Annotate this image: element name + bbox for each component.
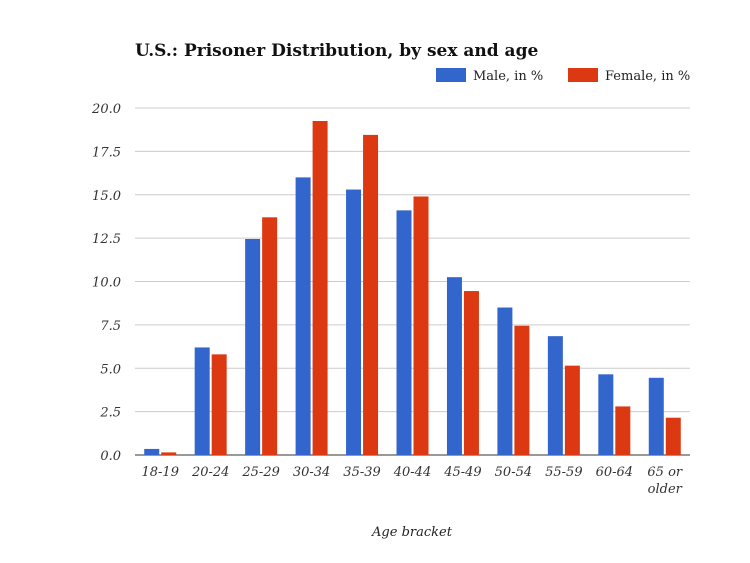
bar-male xyxy=(497,307,513,455)
bar-female xyxy=(615,406,631,455)
x-tick-label: 30-34 xyxy=(293,465,330,480)
bar-female xyxy=(312,121,328,455)
bar-male xyxy=(446,277,462,455)
x-tick-label: 40-44 xyxy=(393,465,431,480)
bar-female xyxy=(514,325,530,455)
x-tick-label: older xyxy=(648,482,683,497)
x-tick-label: 60-64 xyxy=(596,465,633,480)
y-tick-label: 12.5 xyxy=(92,232,121,247)
bar-female xyxy=(363,134,379,455)
bar-male xyxy=(346,189,362,456)
y-tick-label: 20.0 xyxy=(91,102,121,117)
legend-label: Male, in % xyxy=(473,69,543,84)
y-tick-label: 10.0 xyxy=(92,276,121,291)
legend-swatch xyxy=(568,68,598,82)
bar-male xyxy=(598,374,614,455)
legend-label: Female, in % xyxy=(605,69,690,84)
bar-female xyxy=(463,291,479,455)
bar-female xyxy=(211,354,227,455)
bar-male xyxy=(295,177,311,455)
bar-female xyxy=(564,365,580,455)
bar-female xyxy=(161,452,177,455)
bar-female xyxy=(262,217,278,455)
x-tick-label: 18-19 xyxy=(141,465,178,480)
bar-male xyxy=(144,448,160,455)
y-tick-label: 15.0 xyxy=(92,189,121,204)
x-tick-label: 35-39 xyxy=(343,465,380,480)
bar-male xyxy=(245,238,261,455)
y-tick-label: 0.0 xyxy=(100,449,121,464)
bar-male xyxy=(194,347,210,455)
bar-male xyxy=(648,377,664,455)
y-tick-label: 17.5 xyxy=(92,145,121,160)
chart-title: U.S.: Prisoner Distribution, by sex and … xyxy=(135,41,538,61)
y-tick-label: 5.0 xyxy=(100,362,121,377)
x-tick-label: 45-49 xyxy=(443,465,481,480)
x-tick-label: 55-59 xyxy=(545,465,582,480)
x-tick-label: 50-54 xyxy=(495,465,532,480)
x-tick-label: 25-29 xyxy=(241,465,279,480)
bar-female xyxy=(665,417,681,455)
x-tick-label: 65 or xyxy=(647,465,683,480)
x-axis-label: Age bracket xyxy=(371,525,453,540)
bar-male xyxy=(396,210,412,455)
y-tick-label: 7.5 xyxy=(100,319,121,334)
bar-male xyxy=(547,336,563,455)
y-tick-label: 2.5 xyxy=(99,406,121,421)
bar-female xyxy=(413,196,429,456)
x-tick-label: 20-24 xyxy=(191,465,229,480)
legend-swatch xyxy=(436,68,466,82)
